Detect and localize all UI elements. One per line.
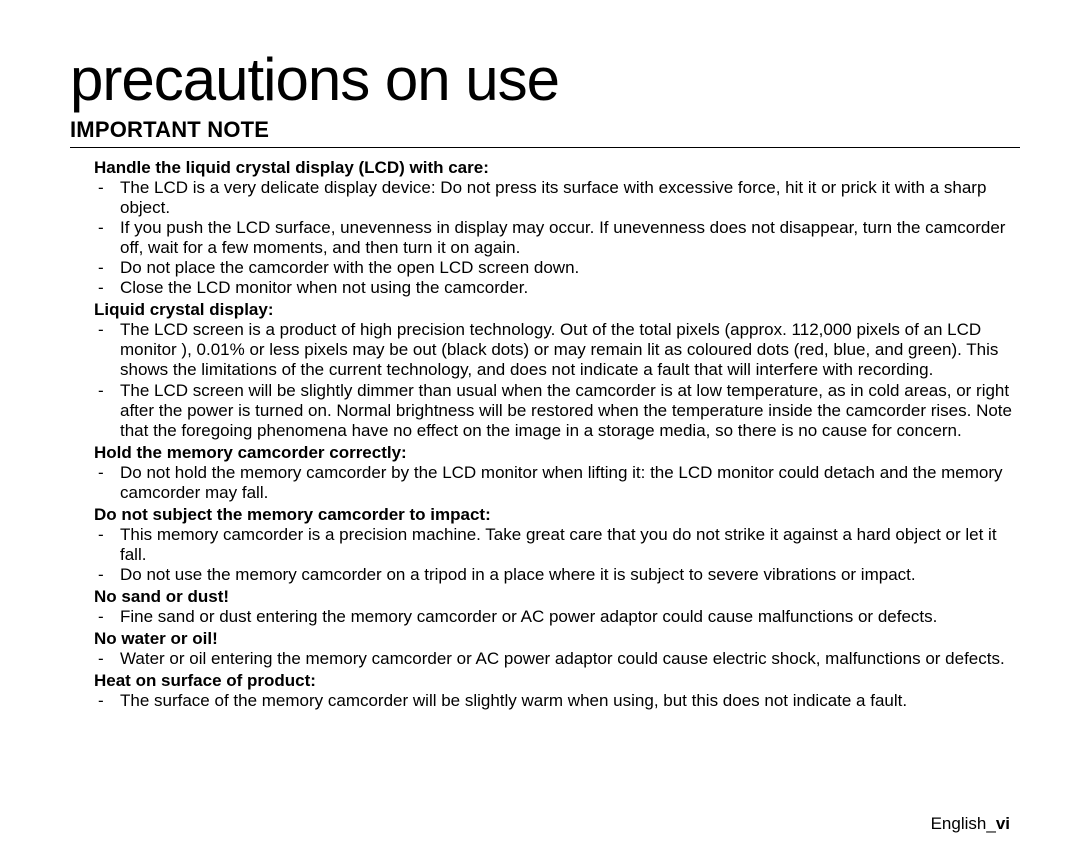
note-item: Close the LCD monitor when not using the… — [94, 278, 1020, 298]
note-heading: Heat on surface of product: — [70, 671, 1020, 691]
note-list: Water or oil entering the memory camcord… — [70, 649, 1020, 669]
section-rule — [70, 147, 1020, 148]
note-item: The LCD screen will be slightly dimmer t… — [94, 381, 1020, 441]
note-list: The LCD screen is a product of high prec… — [70, 320, 1020, 440]
note-group: Liquid crystal display:The LCD screen is… — [70, 300, 1020, 440]
note-heading: No water or oil! — [70, 629, 1020, 649]
note-group: Handle the liquid crystal display (LCD) … — [70, 158, 1020, 298]
note-item: Do not place the camcorder with the open… — [94, 258, 1020, 278]
note-heading: Liquid crystal display: — [70, 300, 1020, 320]
note-list: The surface of the memory camcorder will… — [70, 691, 1020, 711]
note-item: Fine sand or dust entering the memory ca… — [94, 607, 1020, 627]
page-title: precautions on use — [70, 48, 1020, 111]
note-item: The LCD is a very delicate display devic… — [94, 178, 1020, 218]
footer-language: English_ — [931, 814, 996, 833]
note-heading: No sand or dust! — [70, 587, 1020, 607]
note-list: Fine sand or dust entering the memory ca… — [70, 607, 1020, 627]
note-list: This memory camcorder is a precision mac… — [70, 525, 1020, 585]
note-heading: Handle the liquid crystal display (LCD) … — [70, 158, 1020, 178]
note-group: No sand or dust!Fine sand or dust enteri… — [70, 587, 1020, 627]
note-item: This memory camcorder is a precision mac… — [94, 525, 1020, 565]
note-item: The surface of the memory camcorder will… — [94, 691, 1020, 711]
page: precautions on use IMPORTANT NOTE Handle… — [0, 0, 1080, 868]
note-group: Do not subject the memory camcorder to i… — [70, 505, 1020, 585]
note-item: Do not use the memory camcorder on a tri… — [94, 565, 1020, 585]
note-item: The LCD screen is a product of high prec… — [94, 320, 1020, 380]
note-heading: Do not subject the memory camcorder to i… — [70, 505, 1020, 525]
note-list: Do not hold the memory camcorder by the … — [70, 463, 1020, 503]
note-heading: Hold the memory camcorder correctly: — [70, 443, 1020, 463]
footer-page-number: vi — [996, 814, 1010, 833]
page-footer: English_vi — [931, 814, 1010, 834]
note-group: No water or oil!Water or oil entering th… — [70, 629, 1020, 669]
note-group: Heat on surface of product:The surface o… — [70, 671, 1020, 711]
content-body: Handle the liquid crystal display (LCD) … — [70, 158, 1020, 711]
note-list: The LCD is a very delicate display devic… — [70, 178, 1020, 298]
section-title: IMPORTANT NOTE — [70, 117, 1020, 143]
note-item: If you push the LCD surface, unevenness … — [94, 218, 1020, 258]
note-item: Do not hold the memory camcorder by the … — [94, 463, 1020, 503]
note-group: Hold the memory camcorder correctly:Do n… — [70, 443, 1020, 503]
note-item: Water or oil entering the memory camcord… — [94, 649, 1020, 669]
